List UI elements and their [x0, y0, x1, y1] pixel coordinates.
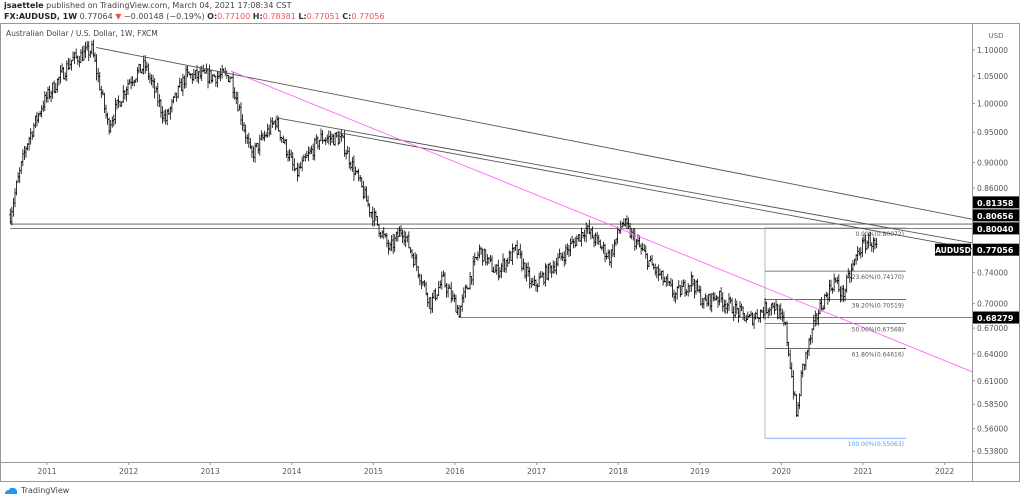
- triangle-down-icon: ▼: [115, 12, 122, 21]
- time-tick-label: 2013: [201, 467, 220, 476]
- price-label: 0.81358: [977, 199, 1014, 208]
- close-value: 0.77056: [351, 12, 385, 21]
- low-label: L:: [298, 12, 307, 21]
- symbol-label-box: [935, 243, 971, 256]
- chart-frame: [0, 23, 1020, 482]
- fib-level-label: 50.00%(0.67568): [852, 326, 904, 333]
- price-label-box: [973, 243, 1019, 256]
- currency-label: USD: [989, 32, 1004, 40]
- legend-title: Australian Dollar / U.S. Dollar, 1W, FXC…: [6, 29, 158, 38]
- symbol-label: AUDUSD: [935, 246, 971, 255]
- price-tick-label: 0.86000: [977, 184, 1008, 193]
- price-tick-label: 0.74000: [977, 268, 1008, 277]
- fib-level-label: 100.00%(0.55063): [848, 441, 904, 448]
- price-tick-label: 1.10000: [977, 46, 1008, 55]
- price-label-box: [973, 311, 1019, 324]
- price-label: 0.77056: [977, 246, 1014, 255]
- price-label-box: [973, 196, 1019, 209]
- cloud-icon: [5, 487, 17, 494]
- time-tick-label: 2018: [609, 467, 628, 476]
- open-value: 0.77100: [217, 12, 251, 21]
- time-tick-label: 2022: [935, 467, 954, 476]
- price-tick-label: 1.05000: [977, 72, 1008, 81]
- time-tick-label: 2016: [445, 467, 464, 476]
- publish-date: published on TradingView.com, March 04, …: [46, 1, 292, 10]
- time-tick-label: 2021: [853, 467, 872, 476]
- author[interactable]: jsaettele: [4, 1, 44, 10]
- symbol: FX:AUDUSD, 1W: [4, 12, 78, 21]
- time-tick-label: 2011: [37, 467, 56, 476]
- price-tick-label: 0.67000: [977, 324, 1008, 333]
- price-label: 0.80656: [977, 212, 1014, 221]
- price-label-box: [973, 209, 1019, 222]
- fib-level-label: 0.00%(0.80072): [855, 231, 904, 238]
- magenta-trendline: [230, 70, 973, 373]
- price-label: 0.68279: [977, 314, 1014, 323]
- price-tick-label: 0.90000: [977, 159, 1008, 168]
- fib-level-label: 38.20%(0.70519): [852, 302, 904, 309]
- time-tick-label: 2019: [690, 467, 709, 476]
- logo-text: TradingView: [21, 486, 70, 495]
- open-label: O:: [207, 12, 218, 21]
- price-change: −0.00148 (−0.19%): [123, 12, 205, 21]
- time-tick-label: 2017: [527, 467, 546, 476]
- trendline: [336, 131, 973, 250]
- time-tick-label: 2015: [364, 467, 383, 476]
- fib-level-label: 61.80%(0.64616): [852, 351, 904, 358]
- trendline: [95, 47, 973, 220]
- high-value: 0.78381: [262, 12, 296, 21]
- last-price: 0.77064: [79, 12, 113, 21]
- time-tick-label: 2014: [282, 467, 301, 476]
- fib-level-label: 23.60%(0.74170): [852, 274, 904, 281]
- close-label: C:: [342, 12, 352, 21]
- time-tick-label: 2020: [772, 467, 791, 476]
- low-value: 0.77051: [306, 12, 340, 21]
- price-tick-label: 0.70000: [977, 300, 1008, 309]
- price-tick-label: 0.95000: [977, 128, 1008, 137]
- publish-info: jsaettele published on TradingView.com, …: [4, 1, 292, 10]
- price-tick-label: 0.58500: [977, 400, 1008, 409]
- tradingview-logo[interactable]: TradingView: [4, 486, 69, 495]
- price-tick-label: 1.00000: [977, 99, 1008, 108]
- time-tick-label: 2012: [119, 467, 138, 476]
- price-tick-label: 0.64000: [977, 350, 1008, 359]
- price-tick-label: 0.53800: [977, 447, 1008, 456]
- price-label-box: [973, 222, 1019, 235]
- ohlc-header: FX:AUDUSD, 1W 0.77064 ▼ −0.00148 (−0.19%…: [4, 12, 384, 21]
- high-label: H:: [252, 12, 263, 21]
- price-tick-label: 0.56000: [977, 425, 1008, 434]
- trendline: [275, 117, 973, 244]
- price-label: 0.80040: [977, 225, 1014, 234]
- price-tick-label: 0.61000: [977, 377, 1008, 386]
